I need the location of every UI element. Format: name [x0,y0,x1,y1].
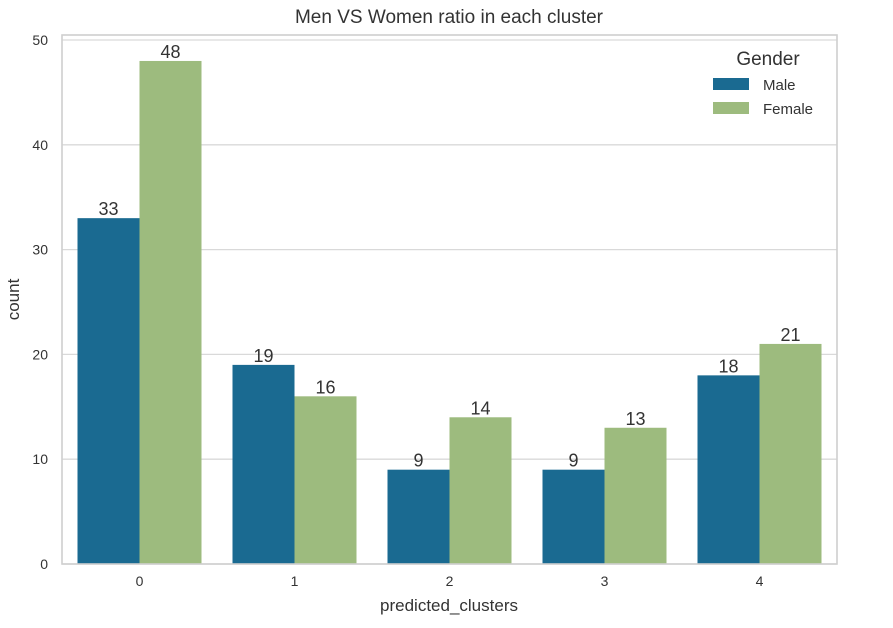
legend-swatch-female [713,102,749,114]
x-tick-label: 4 [756,573,764,589]
y-tick-label: 10 [32,451,48,467]
x-tick-label: 2 [446,573,454,589]
data-label: 33 [98,199,118,219]
y-tick-label: 20 [32,346,48,362]
data-label: 21 [780,325,800,345]
y-tick-label: 0 [40,556,48,572]
data-label: 48 [160,42,180,62]
bar-male-cluster-0 [77,218,140,564]
legend-label-male: Male [763,77,796,94]
x-tick-label: 3 [601,573,609,589]
bar-female-cluster-3 [604,427,667,564]
bars-group [77,60,822,565]
bar-female-cluster-1 [294,396,357,564]
y-tick-label: 30 [32,242,48,258]
legend-label-female: Female [763,101,813,118]
y-tick-label: 40 [32,137,48,153]
legend-swatch-male [713,78,749,90]
bar-female-cluster-0 [139,60,202,565]
data-label: 14 [470,398,490,418]
legend-title: Gender [736,49,800,70]
bar-male-cluster-2 [387,469,450,564]
data-label: 9 [413,451,423,471]
bar-male-cluster-4 [697,375,760,564]
chart-title: Men VS Women ratio in each cluster [295,7,604,28]
y-tick-label: 50 [32,32,48,48]
data-label: 18 [718,356,738,376]
bar-male-cluster-1 [232,364,295,564]
x-tick-label: 1 [291,573,299,589]
bar-female-cluster-4 [759,343,822,564]
data-label: 16 [315,377,335,397]
y-tick-labels: 0 10 20 30 40 50 [32,32,48,572]
x-tick-label: 0 [136,573,144,589]
data-label: 19 [253,346,273,366]
x-tick-labels: 0 1 2 3 4 [136,573,764,589]
data-labels-group: 33 48 19 16 9 14 9 13 18 21 [98,42,800,471]
bar-male-cluster-3 [542,469,605,564]
bar-female-cluster-2 [449,417,512,564]
plot-frame [61,34,838,565]
data-label: 13 [625,409,645,429]
legend: Gender Male Female [713,49,813,118]
y-axis-label: count [4,278,23,320]
x-axis-label: predicted_clusters [380,596,518,615]
data-label: 9 [568,451,578,471]
